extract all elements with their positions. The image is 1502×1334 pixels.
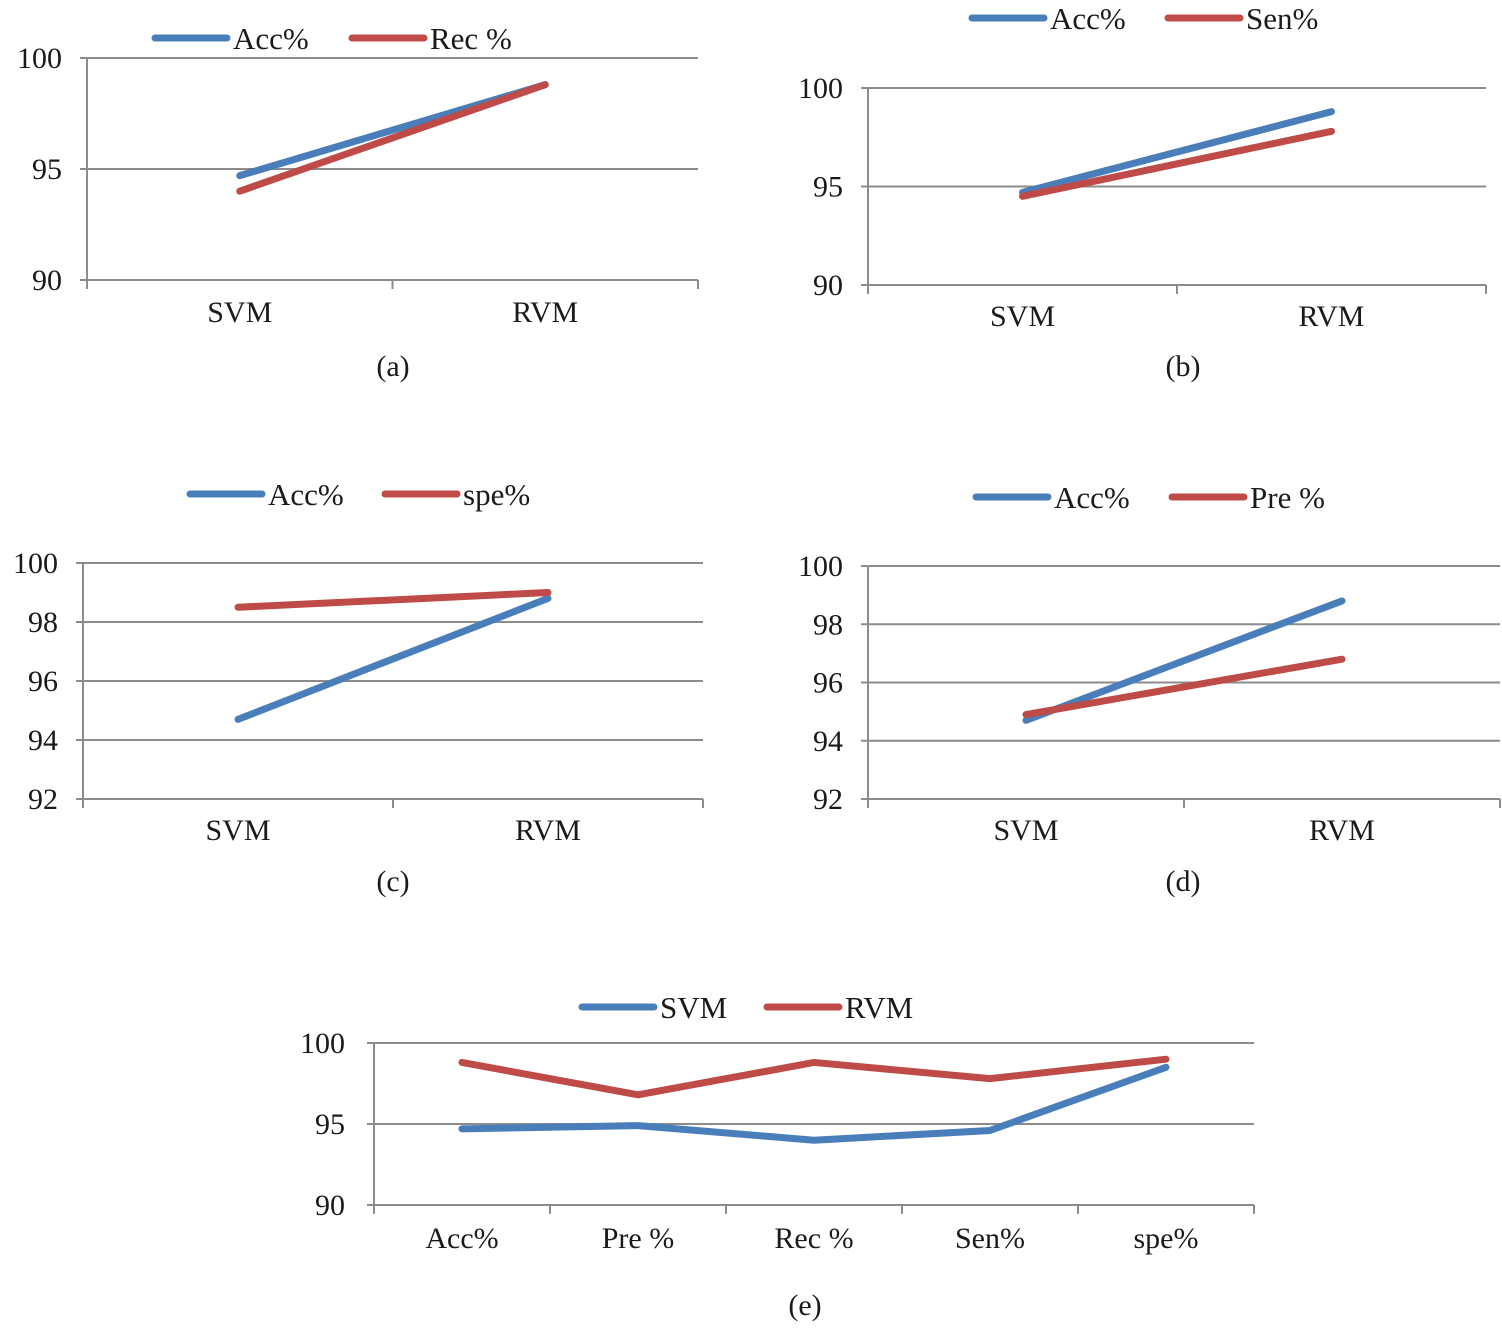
y-tick-label: 90 [32, 264, 62, 297]
y-tick-label: 100 [798, 550, 843, 583]
series-line-acc [1019, 108, 1335, 196]
x-category-label: Sen% [955, 1222, 1025, 1255]
legend-label: spe% [463, 477, 530, 512]
legend-label: Pre % [1250, 480, 1325, 515]
legend-label: RVM [845, 990, 913, 1025]
y-tick-label: 90 [813, 269, 843, 302]
legend-label: Acc% [1054, 480, 1130, 515]
legend-label: Acc% [233, 21, 309, 56]
x-category-label: SVM [207, 296, 272, 329]
chart-panel-d: 92 94 96 98 100 SVM RVM Acc% Pre % (d) [798, 480, 1501, 898]
y-tick-label: 95 [315, 1108, 345, 1141]
panel-caption: (e) [788, 1289, 821, 1322]
panel-caption: (a) [376, 350, 409, 383]
y-tick-label: 98 [813, 608, 843, 641]
x-category-label: SVM [205, 814, 270, 847]
x-category-label: RVM [515, 814, 581, 847]
x-category-label: Rec % [774, 1222, 853, 1255]
y-tick-label: 100 [300, 1027, 345, 1060]
series-line-sen [1019, 127, 1335, 200]
legend-label: Acc% [268, 477, 344, 512]
y-tick-label: 92 [28, 783, 58, 816]
y-tick-label: 98 [28, 606, 58, 639]
y-tick-label: 100 [798, 72, 843, 105]
x-category-label: SVM [993, 814, 1058, 847]
y-tick-label: 100 [17, 42, 62, 75]
y-tick-label: 96 [28, 665, 58, 698]
chart-panel-a: 90 95 100 SVM RVM Acc% Rec % (a) [17, 21, 699, 383]
x-category-label: spe% [1134, 1222, 1199, 1255]
legend-label: SVM [660, 990, 727, 1025]
panel-caption: (c) [376, 865, 409, 898]
y-tick-label: 92 [813, 783, 843, 816]
y-tick-label: 94 [813, 725, 843, 758]
series-line-acc [1022, 597, 1346, 724]
x-category-label: SVM [990, 300, 1055, 333]
series-line-pre [1022, 655, 1346, 719]
x-category-label: RVM [1309, 814, 1375, 847]
chart-panel-b: 90 95 100 SVM RVM Acc% Sen% (b) [798, 1, 1487, 383]
y-tick-label: 94 [28, 724, 58, 757]
x-category-label: RVM [1299, 300, 1365, 333]
y-tick-label: 90 [315, 1189, 345, 1222]
legend-label: Rec % [430, 21, 512, 56]
series-line-spe [234, 589, 552, 611]
chart-panel-c: 92 94 96 98 100 SVM RVM Acc% spe% (c) [13, 477, 704, 898]
panel-caption: (d) [1166, 865, 1201, 898]
series-line-svm [458, 1063, 1170, 1144]
y-tick-label: 96 [813, 667, 843, 700]
y-tick-label: 100 [13, 547, 58, 580]
y-tick-label: 95 [813, 171, 843, 204]
panel-caption: (b) [1166, 350, 1201, 383]
y-tick-label: 95 [32, 153, 62, 186]
x-category-label: Acc% [425, 1222, 498, 1255]
legend-label: Sen% [1246, 1, 1318, 36]
series-line-rec [236, 81, 549, 195]
x-category-label: Pre % [602, 1222, 674, 1255]
legend-label: Acc% [1050, 1, 1126, 36]
chart-panel-e: 90 95 100 Acc% Pre % Rec % Sen% spe% SVM RVM (e) [300, 990, 1255, 1322]
series-line-rvm [458, 1055, 1170, 1099]
series-line-acc [234, 594, 552, 723]
x-category-label: RVM [512, 296, 578, 329]
